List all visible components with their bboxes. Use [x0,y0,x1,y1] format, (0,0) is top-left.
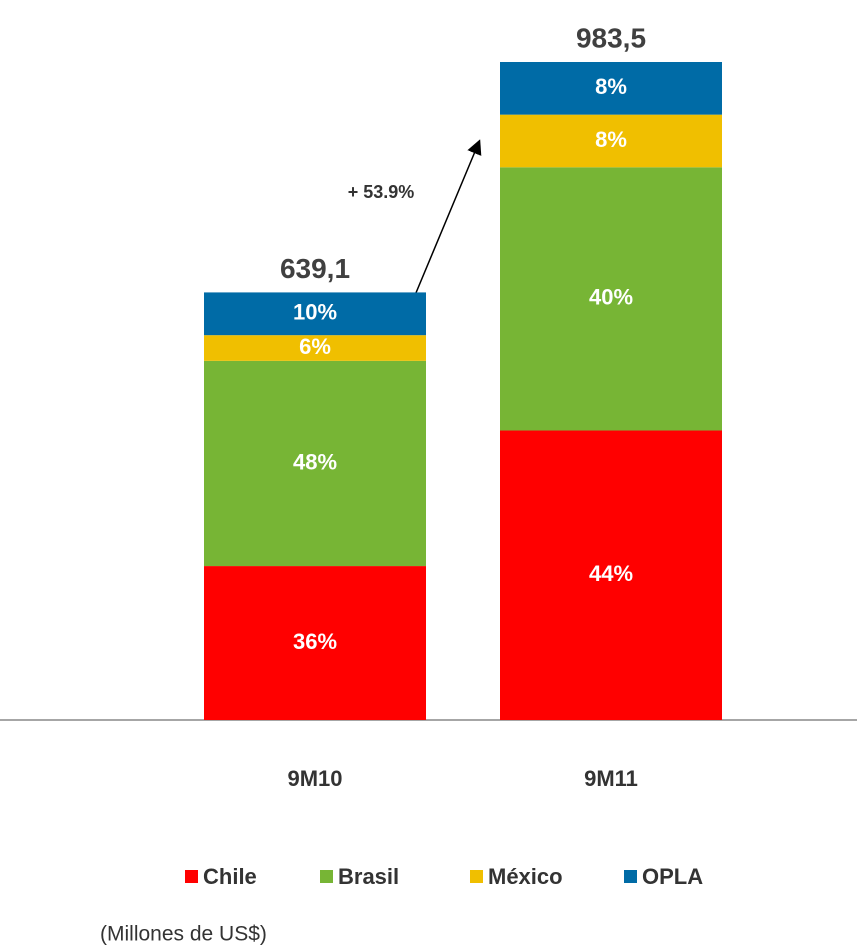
segment-label: 8% [595,127,627,152]
x-tick-label: 9M10 [287,766,342,791]
legend-label: México [488,864,563,889]
segment-label: 44% [589,561,633,586]
bar-segment [204,292,426,336]
bar-segment [204,566,426,720]
total-label: 639,1 [280,253,350,284]
bar-segment [204,360,426,567]
bar-segment [500,62,722,115]
segment-label: 8% [595,74,627,99]
segment-label: 48% [293,449,337,474]
bar-segment [204,335,426,361]
legend-swatch [624,870,637,883]
legend-swatch [185,870,198,883]
legend-swatch [320,870,333,883]
growth-annotation: + 53.9% [348,182,415,202]
legend-label: Chile [203,864,257,889]
legend-label: OPLA [642,864,703,889]
segment-label: 40% [589,285,633,310]
legend-label: Brasil [338,864,399,889]
segment-label: 10% [293,300,337,325]
bar-segment [500,114,722,168]
bar-segment [500,167,722,431]
bar-segment [500,430,722,720]
segment-label: 6% [299,334,331,359]
segment-label: 36% [293,629,337,654]
total-label: 983,5 [576,22,646,53]
growth-arrow [412,139,482,301]
legend-swatch [470,870,483,883]
note: (Millones de US$) [100,923,267,946]
x-tick-label: 9M11 [584,766,638,791]
